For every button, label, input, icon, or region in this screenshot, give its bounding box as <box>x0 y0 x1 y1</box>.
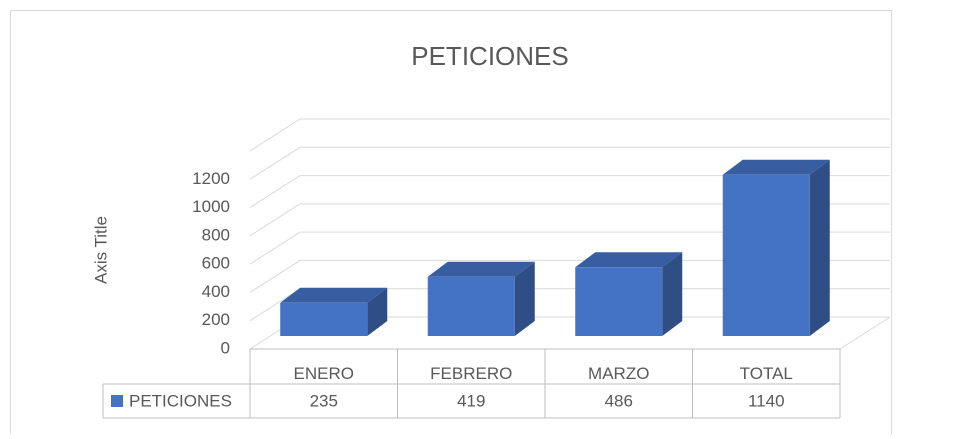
floor-edge <box>839 316 891 350</box>
y-tick-label: 1200 <box>192 169 230 188</box>
bar-top <box>427 261 535 277</box>
legend-swatch <box>111 395 123 407</box>
bar-top <box>722 159 830 175</box>
bar-side <box>367 287 388 336</box>
grid-line <box>249 203 890 237</box>
y-tick-label: 600 <box>202 254 230 273</box>
grid-line <box>249 259 890 293</box>
y-tick-label: 1000 <box>192 197 230 216</box>
bar-top <box>280 287 388 303</box>
y-tick-label: 400 <box>202 282 230 301</box>
grid-line <box>249 118 890 152</box>
bar <box>575 267 663 336</box>
bar-side <box>514 261 535 336</box>
x-tick-label: TOTAL <box>740 364 793 383</box>
table-value: 235 <box>310 391 338 410</box>
grid-line <box>249 175 890 208</box>
grid-line <box>249 231 890 265</box>
x-tick-label: FEBRERO <box>430 364 512 383</box>
y-axis-title: Axis Title <box>91 216 110 284</box>
table-value: 1140 <box>748 391 785 410</box>
bar-top <box>575 252 683 268</box>
bar-side <box>662 252 683 336</box>
table-value: 486 <box>605 391 633 410</box>
y-tick-label: 800 <box>202 225 230 244</box>
y-tick-label: 200 <box>202 310 230 329</box>
x-tick-label: MARZO <box>588 364 649 383</box>
y-tick-label: 0 <box>221 338 230 357</box>
legend-label: PETICIONES <box>129 391 232 410</box>
grid-line <box>249 146 890 180</box>
table-value: 419 <box>457 391 485 410</box>
chart-title: PETICIONES <box>411 41 568 71</box>
x-tick-label: ENERO <box>294 364 354 383</box>
bar <box>280 302 368 336</box>
bar-side <box>809 159 830 336</box>
bar <box>722 174 810 336</box>
bar <box>427 276 515 336</box>
